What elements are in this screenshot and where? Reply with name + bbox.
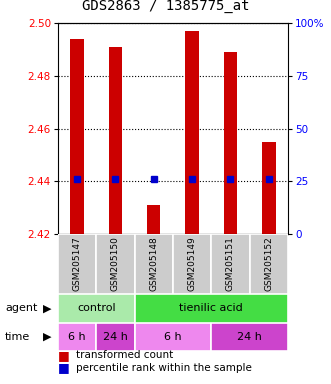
Text: ■: ■ — [58, 349, 70, 362]
Text: GSM205152: GSM205152 — [264, 237, 273, 291]
Text: GSM205150: GSM205150 — [111, 237, 120, 291]
Text: agent: agent — [5, 303, 37, 313]
Text: tienilic acid: tienilic acid — [179, 303, 243, 313]
Bar — [58, 323, 96, 351]
Text: ■: ■ — [58, 361, 70, 374]
Bar — [185, 31, 199, 234]
Bar — [58, 294, 135, 323]
Text: GSM205148: GSM205148 — [149, 237, 158, 291]
Text: ▶: ▶ — [43, 332, 51, 342]
Bar — [211, 323, 288, 351]
Bar — [211, 234, 250, 294]
Text: control: control — [77, 303, 116, 313]
Bar — [135, 234, 173, 294]
Bar — [262, 142, 275, 234]
Text: 24 h: 24 h — [103, 332, 128, 342]
Bar — [135, 294, 288, 323]
Bar — [109, 47, 122, 234]
Text: time: time — [5, 332, 30, 342]
Text: GSM205149: GSM205149 — [188, 237, 197, 291]
Bar — [135, 323, 211, 351]
Text: 6 h: 6 h — [164, 332, 182, 342]
Bar — [96, 323, 135, 351]
Bar — [71, 39, 84, 234]
Bar — [58, 234, 96, 294]
Bar — [147, 205, 161, 234]
Text: GDS2863 / 1385775_at: GDS2863 / 1385775_at — [82, 0, 249, 13]
Bar — [250, 234, 288, 294]
Text: 6 h: 6 h — [68, 332, 86, 342]
Text: percentile rank within the sample: percentile rank within the sample — [76, 363, 252, 373]
Text: transformed count: transformed count — [76, 350, 173, 360]
Text: GSM205151: GSM205151 — [226, 237, 235, 291]
Text: 24 h: 24 h — [237, 332, 262, 342]
Text: ▶: ▶ — [43, 303, 51, 313]
Text: GSM205147: GSM205147 — [72, 237, 82, 291]
Bar — [224, 52, 237, 234]
Bar — [96, 234, 135, 294]
Bar — [173, 234, 211, 294]
